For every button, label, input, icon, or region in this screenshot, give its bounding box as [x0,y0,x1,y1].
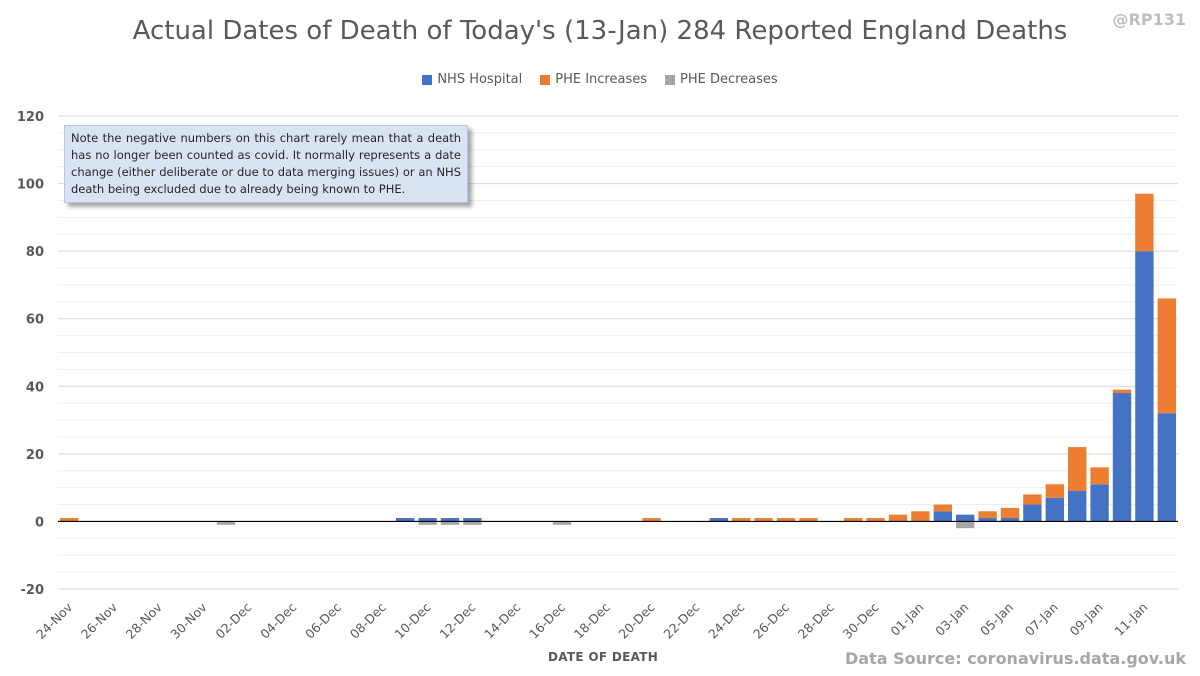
x-tick-label: 20-Dec [616,599,658,641]
annotation-note: Note the negative numbers on this chart … [64,125,468,203]
bar-phe-increases [776,518,796,522]
x-tick-label: 26-Dec [750,599,792,641]
bar-nhs-hospital [978,518,997,522]
chart-title: Actual Dates of Death of Today's (13-Jan… [132,16,1068,46]
x-tick-label: 10-Dec [392,599,434,641]
y-tick-label: 0 [35,515,44,530]
x-axis-title: DATE OF DEATH [548,650,659,664]
bar-nhs-hospital [1045,497,1064,522]
bar-phe-increases [754,518,773,522]
bar-phe-increases [732,518,751,522]
bar-nhs-hospital [709,518,728,522]
x-tick-label: 18-Dec [571,599,613,641]
y-tick-label: 40 [26,380,44,395]
bar-phe-increases [978,511,997,519]
x-tick-label: 01-Jan [887,600,926,639]
x-tick-label: 07-Jan [1022,600,1061,639]
y-tick-label: 120 [17,110,44,125]
bar-nhs-hospital [956,514,975,522]
bar-phe-decreases [552,521,572,525]
bar-nhs-hospital [933,511,952,522]
x-tick-label: 24-Nov [33,599,76,642]
bar-nhs-hospital [418,518,437,522]
x-tick-label: 14-Dec [481,599,523,641]
bar-phe-increases [844,518,863,522]
bar-phe-decreases [956,521,975,529]
bar-phe-increases [1000,507,1020,519]
bar-phe-increases [1068,447,1087,492]
bar-phe-increases [888,514,908,522]
bar-nhs-hospital [463,518,482,522]
bar-nhs-hospital [1157,413,1176,522]
bar-phe-increases [1045,484,1064,498]
bar-phe-decreases [418,521,437,525]
bar-phe-increases [866,518,885,522]
author-handle: @RP131 [1112,10,1186,29]
bar-nhs-hospital [1068,491,1087,522]
legend-item-nhs: NHS Hospital [422,72,522,87]
x-tick-label: 12-Dec [436,599,478,641]
data-source: Data Source: coronavirus.data.gov.uk [845,649,1186,668]
x-tick-label: 22-Dec [660,599,702,641]
legend-swatch-phe-increases [540,74,551,85]
x-tick-label: 11-Jan [1111,600,1150,639]
bar-phe-decreases [216,521,236,525]
legend-item-phe-increases: PHE Increases [540,72,647,87]
y-tick-label: -20 [21,583,45,598]
x-tick-label: 30-Nov [167,599,210,642]
bar-phe-increases [1135,193,1154,252]
x-tick-label: 02-Dec [212,599,254,641]
x-tick-label: 30-Dec [840,599,882,641]
bar-phe-increases [642,518,661,522]
bar-nhs-hospital [396,518,415,522]
x-tick-label: 05-Jan [977,600,1016,639]
bar-phe-increases [1023,494,1042,505]
x-tick-label: 24-Dec [705,599,747,641]
y-tick-label: 60 [26,313,44,328]
legend-label-phe-decreases: PHE Decreases [680,72,778,87]
bar-phe-increases [1090,467,1109,485]
bar-phe-decreases [440,521,460,525]
bar-phe-increases [60,518,79,522]
legend-label-phe-increases: PHE Increases [555,72,647,87]
x-tick-label: 04-Dec [257,599,299,641]
y-tick-label: 20 [26,448,44,463]
x-tick-label: 06-Dec [302,599,344,641]
legend-swatch-nhs [422,74,433,85]
x-tick-label: 03-Jan [932,600,971,639]
x-tick-label: 26-Nov [78,599,121,642]
y-tick-label: 80 [26,245,44,260]
bar-phe-increases [1112,389,1132,394]
bar-nhs-hospital [440,518,460,522]
y-tick-label: 100 [17,178,44,193]
legend-swatch-phe-decreases [665,74,675,85]
legend: NHS Hospital PHE Increases PHE Decreases [0,72,1200,87]
x-tick-label: 09-Jan [1067,600,1106,639]
bar-phe-increases [799,518,818,522]
bar-phe-increases [911,511,930,522]
bar-nhs-hospital [1090,484,1109,522]
x-tick-label: 08-Dec [347,599,389,641]
bar-nhs-hospital [1112,393,1132,522]
legend-label-nhs: NHS Hospital [437,72,523,87]
bar-phe-decreases [463,521,482,525]
x-tick-label: 28-Dec [795,599,837,641]
bar-nhs-hospital [1135,251,1154,522]
bar-phe-increases [933,504,952,512]
bar-nhs-hospital [1023,504,1042,522]
legend-item-phe-decreases: PHE Decreases [665,72,778,87]
bar-nhs-hospital [1000,518,1020,522]
x-tick-label: 28-Nov [123,599,166,642]
x-tick-label: 16-Dec [526,599,568,641]
bar-phe-increases [1157,298,1176,414]
